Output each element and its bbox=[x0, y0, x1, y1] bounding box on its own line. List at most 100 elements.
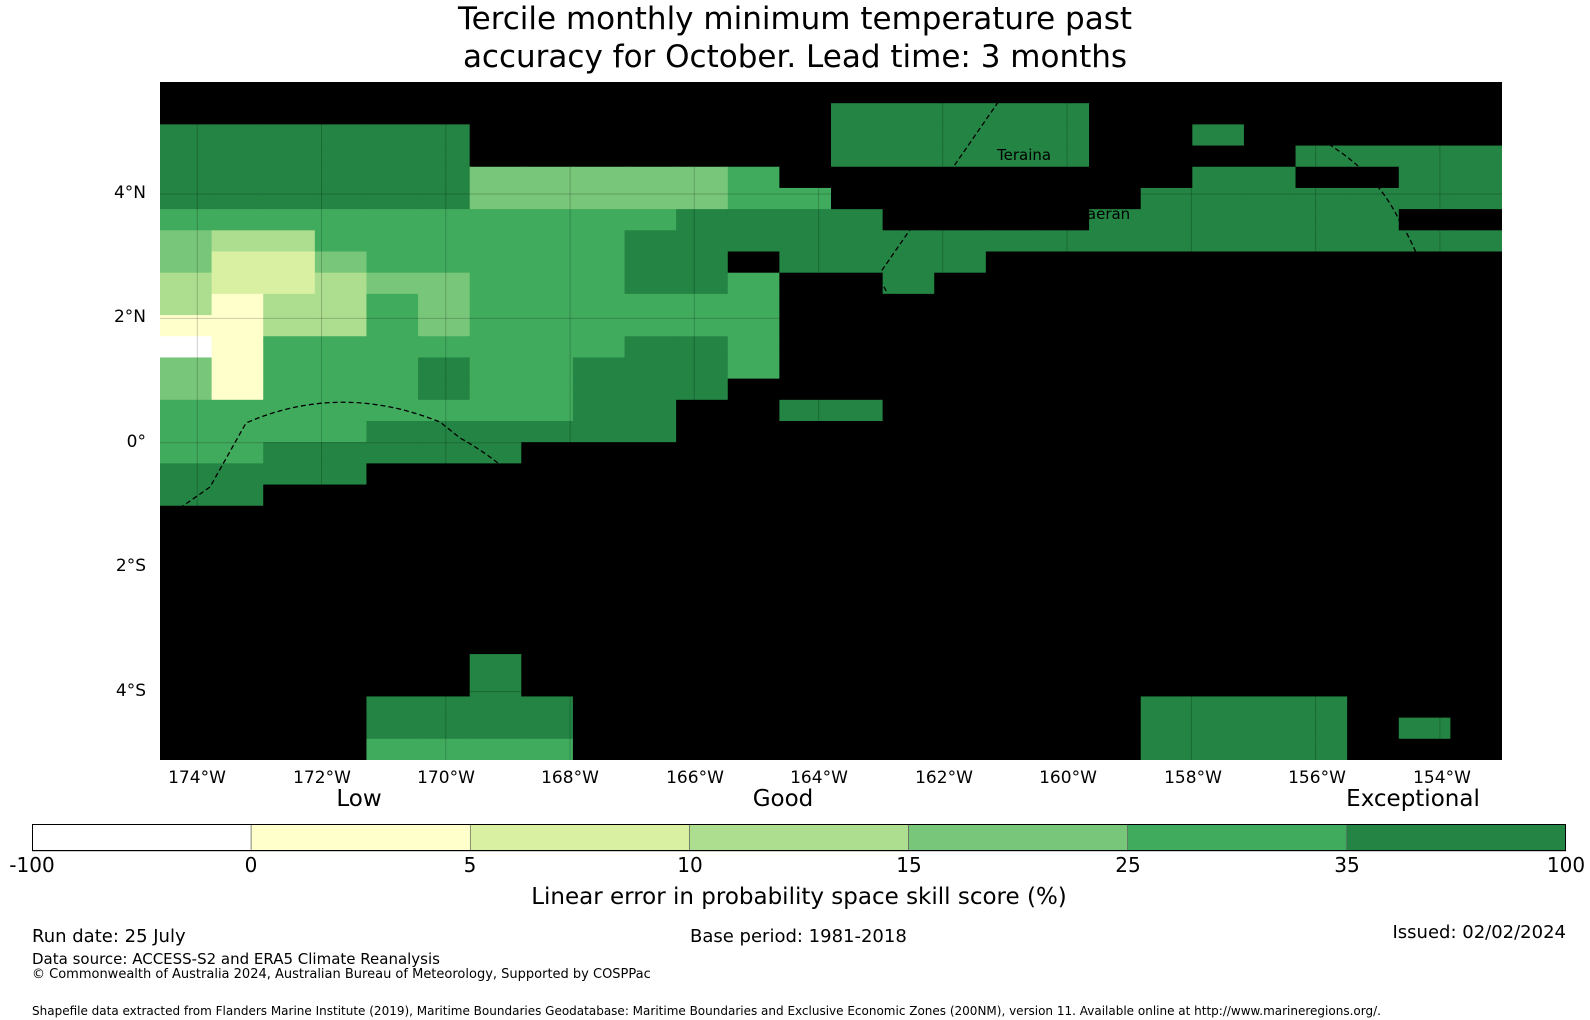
grid-cell bbox=[1347, 421, 1400, 443]
grid-cell bbox=[624, 251, 677, 274]
grid-cell bbox=[1192, 632, 1245, 655]
grid-cell bbox=[624, 378, 677, 401]
grid-cell bbox=[521, 293, 574, 316]
grid-cell bbox=[1450, 632, 1502, 655]
grid-cell bbox=[985, 357, 1039, 380]
grid-cell bbox=[882, 442, 935, 464]
grid-cell bbox=[1192, 463, 1245, 486]
grid-cell bbox=[418, 166, 471, 189]
grid-cell bbox=[1398, 124, 1451, 147]
colorbar-segment bbox=[1346, 824, 1566, 852]
grid-cell bbox=[985, 569, 1039, 592]
grid-cell bbox=[676, 357, 729, 380]
grid-cell bbox=[624, 293, 677, 316]
grid-cell bbox=[160, 166, 213, 189]
grid-cell bbox=[1450, 675, 1502, 698]
grid-cell bbox=[314, 611, 368, 634]
grid-cell bbox=[934, 505, 987, 528]
grid-cell bbox=[263, 378, 316, 401]
grid-cell bbox=[985, 484, 1039, 507]
grid-cell bbox=[418, 187, 471, 210]
grid-cell bbox=[727, 272, 780, 295]
grid-cell bbox=[572, 103, 626, 125]
graticule bbox=[160, 82, 1502, 760]
grid-cell bbox=[831, 187, 884, 210]
grid-cell bbox=[831, 103, 884, 125]
grid-cell bbox=[469, 632, 522, 655]
grid-cell bbox=[211, 357, 264, 380]
grid-cell bbox=[727, 675, 780, 698]
grid-cell bbox=[1089, 675, 1142, 698]
grid-cell bbox=[1192, 696, 1245, 719]
grid-cell bbox=[211, 399, 264, 422]
grid-cell bbox=[263, 293, 316, 316]
grid-cell bbox=[366, 166, 419, 189]
grid-cell bbox=[779, 103, 832, 125]
grid-cell bbox=[676, 272, 729, 295]
grid-cell bbox=[1089, 315, 1142, 337]
grid-cell bbox=[676, 399, 729, 422]
grid-cell bbox=[418, 569, 471, 592]
grid-cell bbox=[418, 378, 471, 401]
grid-cell bbox=[521, 124, 574, 147]
grid-cell bbox=[366, 717, 419, 740]
grid-cell bbox=[211, 272, 264, 295]
grid-cell bbox=[727, 548, 780, 570]
grid-cell bbox=[882, 611, 935, 634]
grid-cell bbox=[521, 611, 574, 634]
shapefile-credit: Shapefile data extracted from Flanders M… bbox=[32, 1004, 1381, 1018]
grid-cell bbox=[314, 293, 368, 316]
grid-cell bbox=[1398, 548, 1451, 570]
grid-cell bbox=[366, 124, 419, 147]
grid-cell bbox=[1295, 145, 1348, 168]
grid-cell bbox=[1192, 187, 1245, 210]
grid-cell bbox=[469, 166, 522, 189]
grid-cell bbox=[1398, 484, 1451, 507]
grid-cell bbox=[469, 209, 522, 231]
grid-cell bbox=[1398, 632, 1451, 655]
grid-cell bbox=[469, 505, 522, 528]
grid-cell bbox=[521, 187, 574, 210]
grid-cell bbox=[1243, 505, 1297, 528]
grid-cell bbox=[211, 675, 264, 698]
grid-cell bbox=[366, 632, 419, 655]
grid-cell bbox=[934, 675, 987, 698]
grid-cell bbox=[1295, 357, 1348, 380]
grid-cell bbox=[1089, 548, 1142, 570]
grid-cell bbox=[1398, 378, 1451, 401]
grid-cell bbox=[779, 315, 832, 337]
grid-cell bbox=[1037, 526, 1090, 549]
grid-cell bbox=[779, 378, 832, 401]
grid-cell bbox=[1450, 611, 1502, 634]
grid-cell bbox=[1347, 399, 1400, 422]
grid-cell bbox=[211, 738, 264, 760]
grid-cell bbox=[831, 272, 884, 295]
grid-cell bbox=[1089, 654, 1142, 676]
grid-cell bbox=[985, 82, 1039, 104]
grid-cell bbox=[831, 399, 884, 422]
grid-cell bbox=[934, 103, 987, 125]
grid-cell bbox=[418, 145, 471, 168]
grid-cell bbox=[1450, 315, 1502, 337]
grid-cell bbox=[1140, 484, 1193, 507]
grid-cell bbox=[779, 336, 832, 359]
grid-cell bbox=[1347, 569, 1400, 592]
place-label-kanton: Kanton bbox=[314, 620, 367, 638]
grid-cell bbox=[211, 315, 264, 337]
grid-cell bbox=[263, 209, 316, 231]
grid-cell bbox=[1450, 463, 1502, 486]
grid-cell bbox=[779, 187, 832, 210]
place-label-tabuaeran: Tabuaeran bbox=[1051, 205, 1130, 223]
grid-cell bbox=[521, 463, 574, 486]
grid-cell bbox=[985, 336, 1039, 359]
island-outlines bbox=[303, 194, 1358, 726]
grid-cell bbox=[727, 230, 780, 253]
grid-cell bbox=[263, 272, 316, 295]
grid-cell bbox=[1450, 166, 1502, 189]
grid-cell bbox=[1347, 505, 1400, 528]
grid-cell bbox=[418, 442, 471, 464]
grid-cell bbox=[211, 526, 264, 549]
grid-cell bbox=[1140, 315, 1193, 337]
grid-cell bbox=[211, 717, 264, 740]
grid-cell bbox=[314, 569, 368, 592]
